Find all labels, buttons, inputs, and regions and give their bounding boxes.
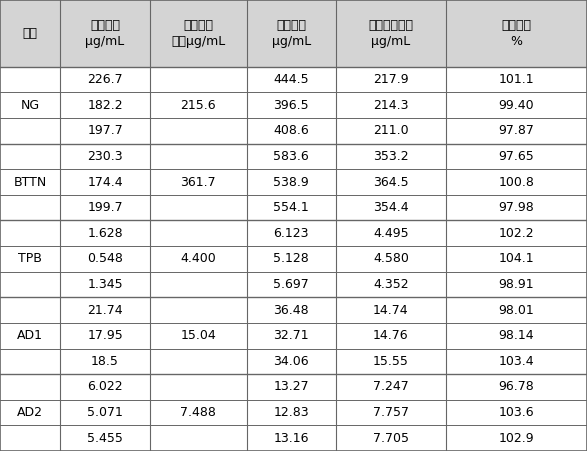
Text: 15.04: 15.04 bbox=[180, 329, 216, 342]
Text: 7.757: 7.757 bbox=[373, 406, 409, 419]
Text: 13.16: 13.16 bbox=[274, 432, 309, 445]
Text: 364.5: 364.5 bbox=[373, 175, 409, 189]
Text: 230.3: 230.3 bbox=[87, 150, 123, 163]
Bar bbox=[0, 0, 587, 67]
Text: 96.78: 96.78 bbox=[499, 381, 534, 393]
Text: 102.9: 102.9 bbox=[499, 432, 534, 445]
Text: 583.6: 583.6 bbox=[274, 150, 309, 163]
Text: TPB: TPB bbox=[18, 253, 42, 265]
Text: 0.548: 0.548 bbox=[87, 253, 123, 265]
Text: 4.580: 4.580 bbox=[373, 253, 409, 265]
Text: 99.40: 99.40 bbox=[499, 99, 534, 112]
Text: 21.74: 21.74 bbox=[87, 304, 123, 317]
Text: 32.71: 32.71 bbox=[274, 329, 309, 342]
Text: NG: NG bbox=[21, 99, 40, 112]
Text: 98.01: 98.01 bbox=[499, 304, 534, 317]
Text: 7.705: 7.705 bbox=[373, 432, 409, 445]
Text: 214.3: 214.3 bbox=[373, 99, 409, 112]
Text: 4.352: 4.352 bbox=[373, 278, 409, 291]
Text: 226.7: 226.7 bbox=[87, 73, 123, 86]
Text: 215.6: 215.6 bbox=[180, 99, 216, 112]
Text: 7.247: 7.247 bbox=[373, 381, 409, 393]
Text: 14.74: 14.74 bbox=[373, 304, 409, 317]
Text: 4.400: 4.400 bbox=[180, 253, 216, 265]
Text: 加标测定值，
μg/mL: 加标测定值， μg/mL bbox=[369, 19, 413, 48]
Text: 444.5: 444.5 bbox=[274, 73, 309, 86]
Text: 182.2: 182.2 bbox=[87, 99, 123, 112]
Text: AD2: AD2 bbox=[17, 406, 43, 419]
Text: 97.65: 97.65 bbox=[499, 150, 534, 163]
Text: 13.27: 13.27 bbox=[274, 381, 309, 393]
Text: 102.2: 102.2 bbox=[499, 227, 534, 240]
Text: 6.123: 6.123 bbox=[274, 227, 309, 240]
Text: 361.7: 361.7 bbox=[180, 175, 216, 189]
Text: 5.697: 5.697 bbox=[274, 278, 309, 291]
Text: 101.1: 101.1 bbox=[499, 73, 534, 86]
Text: 初始量，
μg/mL: 初始量， μg/mL bbox=[86, 19, 124, 48]
Text: 15.55: 15.55 bbox=[373, 355, 409, 368]
Text: 211.0: 211.0 bbox=[373, 124, 409, 137]
Text: 104.1: 104.1 bbox=[499, 253, 534, 265]
Text: 103.4: 103.4 bbox=[499, 355, 534, 368]
Text: 98.14: 98.14 bbox=[499, 329, 534, 342]
Text: 回收率，
%: 回收率， % bbox=[501, 19, 532, 48]
Text: 354.4: 354.4 bbox=[373, 201, 409, 214]
Text: 98.91: 98.91 bbox=[499, 278, 534, 291]
Text: 测定值，
μg/mL: 测定值， μg/mL bbox=[272, 19, 311, 48]
Text: 组分: 组分 bbox=[23, 27, 38, 40]
Text: 12.83: 12.83 bbox=[274, 406, 309, 419]
Text: 538.9: 538.9 bbox=[274, 175, 309, 189]
Text: 97.87: 97.87 bbox=[498, 124, 535, 137]
Text: 17.95: 17.95 bbox=[87, 329, 123, 342]
Text: 353.2: 353.2 bbox=[373, 150, 409, 163]
Text: AD1: AD1 bbox=[17, 329, 43, 342]
Text: 5.455: 5.455 bbox=[87, 432, 123, 445]
Text: 103.6: 103.6 bbox=[499, 406, 534, 419]
Text: 199.7: 199.7 bbox=[87, 201, 123, 214]
Text: 396.5: 396.5 bbox=[274, 99, 309, 112]
Text: 1.628: 1.628 bbox=[87, 227, 123, 240]
Text: 34.06: 34.06 bbox=[274, 355, 309, 368]
Text: 174.4: 174.4 bbox=[87, 175, 123, 189]
Text: 14.76: 14.76 bbox=[373, 329, 409, 342]
Text: 1.345: 1.345 bbox=[87, 278, 123, 291]
Text: 36.48: 36.48 bbox=[274, 304, 309, 317]
Text: 408.6: 408.6 bbox=[274, 124, 309, 137]
Text: 97.98: 97.98 bbox=[499, 201, 534, 214]
Text: 217.9: 217.9 bbox=[373, 73, 409, 86]
Bar bbox=[0, 67, 587, 451]
Text: 18.5: 18.5 bbox=[91, 355, 119, 368]
Text: 4.495: 4.495 bbox=[373, 227, 409, 240]
Text: 6.022: 6.022 bbox=[87, 381, 123, 393]
Text: BTTN: BTTN bbox=[14, 175, 47, 189]
Text: 7.488: 7.488 bbox=[180, 406, 216, 419]
Text: 100.8: 100.8 bbox=[498, 175, 535, 189]
Text: 理论加标
量，μg/mL: 理论加标 量，μg/mL bbox=[171, 19, 225, 48]
Text: 5.128: 5.128 bbox=[274, 253, 309, 265]
Text: 554.1: 554.1 bbox=[274, 201, 309, 214]
Text: 5.071: 5.071 bbox=[87, 406, 123, 419]
Text: 197.7: 197.7 bbox=[87, 124, 123, 137]
